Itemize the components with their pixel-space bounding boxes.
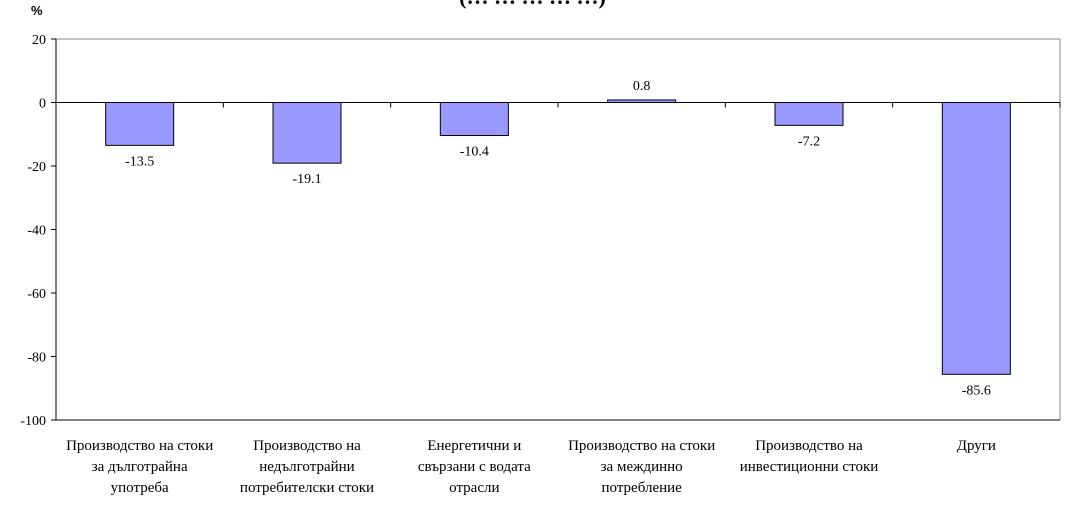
y-tick-label: -60: [27, 287, 46, 302]
bar: [774, 102, 844, 126]
bar: [941, 102, 1011, 375]
data-label: -19.1: [292, 172, 321, 187]
y-tick-label: -20: [27, 160, 46, 175]
category-label: Производство на стоки за дълготрайна упо…: [66, 438, 214, 496]
y-tick-label: -40: [27, 224, 46, 239]
bar: [105, 102, 175, 146]
category-label: Енергетични и свързани с водата отрасли: [417, 438, 531, 496]
y-tick-label: -100: [20, 414, 46, 429]
category-label: Други: [956, 438, 996, 454]
data-label: -85.6: [962, 383, 991, 398]
data-label: -7.2: [798, 134, 820, 149]
y-tick-label: 0: [39, 97, 46, 112]
bar: [439, 102, 509, 137]
category-label: Производство на недълготрайни потребител…: [239, 438, 375, 496]
category-label: Производство на инвестиционни стоки: [739, 438, 879, 475]
y-tick-label: 20: [32, 33, 46, 48]
data-label: -10.4: [460, 145, 489, 160]
data-label: 0.8: [633, 79, 651, 94]
chart-title: (… … … … …): [0, 0, 1065, 10]
bar: [272, 102, 342, 164]
category-label: Производство на стоки за междинно потреб…: [568, 438, 716, 496]
y-tick-label: -80: [27, 351, 46, 366]
bar: [607, 99, 677, 103]
data-label: -13.5: [125, 154, 154, 169]
y-axis-unit-label: %: [31, 3, 43, 18]
